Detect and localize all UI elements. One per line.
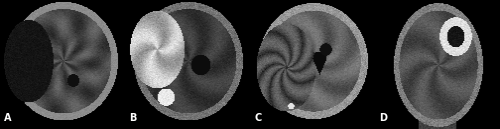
Text: C: C <box>254 112 262 123</box>
Text: A: A <box>4 112 12 123</box>
Text: D: D <box>380 112 388 123</box>
Text: B: B <box>130 112 136 123</box>
